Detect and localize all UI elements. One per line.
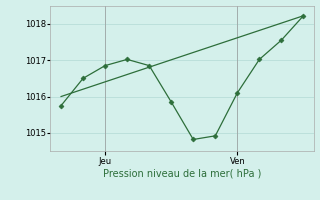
X-axis label: Pression niveau de la mer( hPa ): Pression niveau de la mer( hPa ) bbox=[103, 168, 261, 178]
